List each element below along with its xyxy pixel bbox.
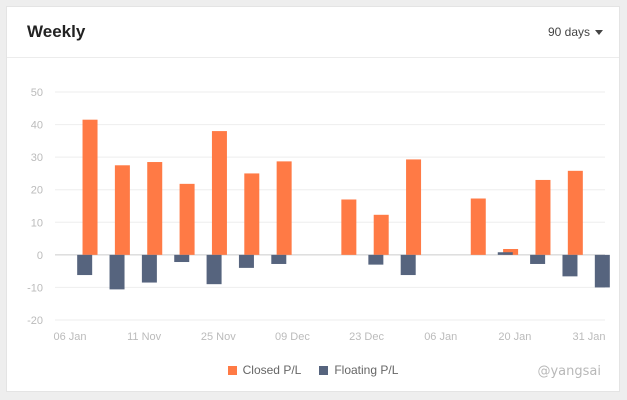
y-tick-label: 40 — [31, 120, 43, 132]
y-tick-label: 20 — [31, 185, 43, 197]
y-tick-label: 0 — [37, 250, 43, 262]
bar-floating — [530, 254, 546, 264]
bar-floating — [594, 254, 610, 288]
bar-floating — [206, 254, 222, 285]
x-tick-label: 25 Nov — [201, 331, 236, 343]
bar-floating — [271, 254, 287, 264]
y-tick-label: -10 — [27, 282, 43, 294]
bar-floating — [238, 254, 254, 268]
bar-floating — [141, 254, 157, 283]
range-dropdown[interactable]: 90 days — [548, 25, 603, 39]
bar-floating — [497, 252, 513, 255]
bar-closed — [341, 199, 357, 255]
x-tick-label: 06 Jan — [53, 331, 86, 343]
x-tick-label: 20 Jan — [498, 331, 531, 343]
bar-closed — [211, 131, 227, 255]
bar-floating — [109, 254, 125, 290]
bar-closed — [373, 214, 389, 255]
range-dropdown-label: 90 days — [547, 25, 590, 39]
y-tick-label: 50 — [31, 87, 43, 99]
bar-closed — [276, 161, 292, 255]
bar-closed — [406, 159, 422, 255]
chart-legend: Closed P/L Floating P/L — [7, 363, 619, 377]
x-tick-label: 31 Jan — [572, 331, 605, 343]
legend-swatch-floating — [319, 365, 329, 375]
x-tick-label: 09 Dec — [275, 331, 310, 343]
x-tick-label: 23 Dec — [349, 331, 384, 343]
watermark: @yangsai — [537, 364, 601, 379]
weekly-pl-chart: 50 40 30 20 10 0 -10 -20 06 Jan 11 Nov 25 Nov 09 De… — [27, 87, 610, 343]
bar-closed — [470, 198, 486, 255]
y-tick-label: 10 — [31, 217, 43, 229]
caret-down-icon — [595, 29, 603, 35]
bar-floating — [562, 254, 578, 277]
legend-item-closed[interactable]: Closed P/L — [227, 363, 302, 377]
bar-floating — [174, 254, 190, 263]
bar-closed — [567, 170, 583, 255]
card-header: Weekly 90 days — [7, 7, 619, 58]
weekly-pl-card: Weekly 90 days 50 40 30 20 10 0 -10 -20 06 Jan 11… — [6, 6, 620, 392]
legend-item-floating[interactable]: Floating P/L — [319, 363, 398, 377]
bar-floating — [400, 254, 416, 276]
bar-closed — [503, 248, 519, 255]
x-tick-label: 11 Nov — [127, 331, 162, 343]
legend-swatch-closed — [227, 365, 237, 375]
bar-closed — [179, 183, 195, 255]
card-title: Weekly — [27, 22, 86, 41]
y-tick-label: -20 — [27, 315, 43, 327]
bar-closed — [114, 165, 130, 255]
bar-closed — [147, 162, 163, 255]
bar-closed — [82, 119, 98, 255]
bar-closed — [535, 179, 551, 255]
bar-floating — [368, 254, 384, 265]
y-tick-label: 30 — [31, 152, 43, 164]
legend-label-closed: Closed P/L — [242, 363, 302, 377]
legend-label-floating: Floating P/L — [334, 363, 399, 377]
bar-floating — [77, 254, 93, 276]
bar-closed — [244, 173, 260, 255]
x-tick-label: 06 Jan — [424, 331, 457, 343]
